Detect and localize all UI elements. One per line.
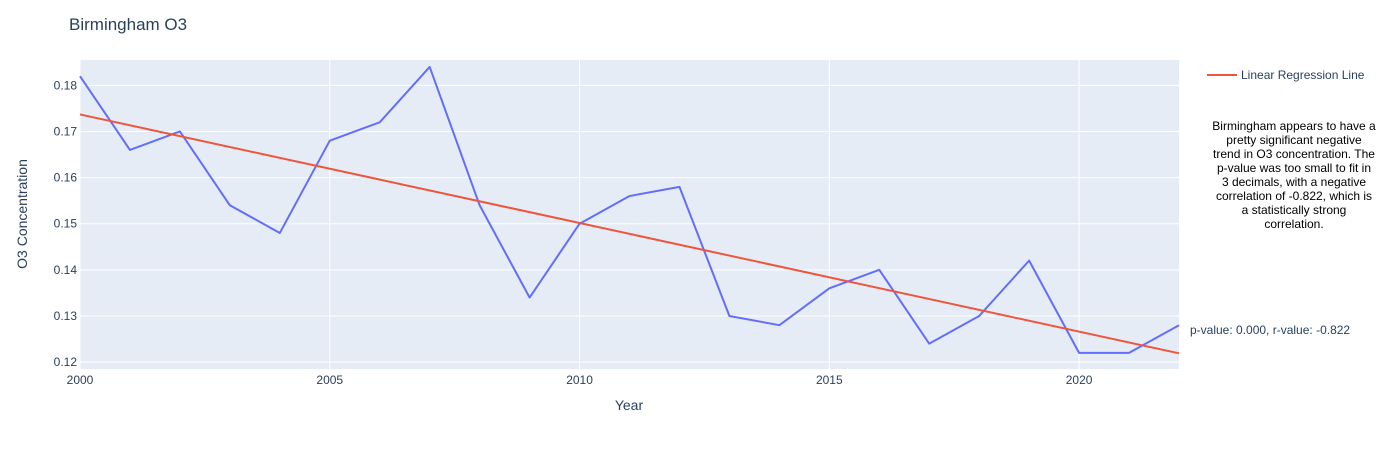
x-axis-ticks: 2000 2005 2010 2015 2020 — [67, 373, 1093, 387]
series-layer — [77, 64, 1182, 356]
series-line[interactable] — [79, 113, 1180, 355]
data-point[interactable] — [427, 64, 433, 70]
data-point[interactable] — [776, 322, 782, 328]
data-point[interactable] — [1126, 350, 1132, 356]
data-point[interactable] — [826, 285, 832, 291]
data-point[interactable] — [1026, 258, 1032, 264]
y-tick-label: 0.12 — [54, 355, 78, 369]
x-tick-label: 2020 — [1066, 373, 1093, 387]
data-point[interactable] — [1176, 350, 1182, 356]
y-axis-ticks: 0.12 0.13 0.14 0.15 0.16 0.17 0.18 — [54, 78, 78, 369]
data-point[interactable] — [377, 119, 383, 125]
data-point[interactable] — [477, 202, 483, 208]
data-point[interactable] — [277, 230, 283, 236]
data-point[interactable] — [676, 184, 682, 190]
series-line[interactable] — [79, 65, 1180, 354]
note-annotation: Birmingham appears to have a pretty sign… — [1212, 119, 1376, 231]
legend-label: Linear Regression Line — [1241, 68, 1365, 82]
data-point[interactable] — [627, 193, 633, 199]
x-axis-title: Year — [615, 397, 644, 413]
series-o3[interactable] — [77, 64, 1182, 356]
x-tick-label: 2010 — [566, 373, 593, 387]
data-point[interactable] — [77, 111, 83, 117]
data-point[interactable] — [77, 73, 83, 79]
y-axis-title: O3 Concentration — [14, 159, 30, 269]
data-point[interactable] — [327, 138, 333, 144]
y-tick-label: 0.14 — [54, 263, 78, 277]
data-point[interactable] — [726, 313, 732, 319]
data-point[interactable] — [127, 147, 133, 153]
data-point[interactable] — [1176, 322, 1182, 328]
x-tick-label: 2000 — [67, 373, 94, 387]
y-tick-label: 0.15 — [54, 217, 78, 231]
data-point[interactable] — [926, 341, 932, 347]
legend-item[interactable]: Linear Regression Line — [1207, 68, 1365, 82]
x-tick-label: 2015 — [816, 373, 843, 387]
y-tick-label: 0.17 — [54, 124, 78, 138]
legend[interactable]: Linear Regression Line — [1207, 68, 1365, 82]
y-tick-label: 0.13 — [54, 309, 78, 323]
data-point[interactable] — [976, 313, 982, 319]
y-tick-label: 0.18 — [54, 78, 78, 92]
y-tick-label: 0.16 — [54, 171, 78, 185]
plot-area — [80, 60, 1179, 369]
data-point[interactable] — [527, 295, 533, 301]
series-linear-regression-line[interactable] — [77, 111, 1182, 356]
stats-annotation: p-value: 0.000, r-value: -0.822 — [1190, 323, 1350, 337]
data-point[interactable] — [177, 128, 183, 134]
x-tick-label: 2005 — [316, 373, 343, 387]
chart-title: Birmingham O3 — [69, 15, 187, 34]
data-point[interactable] — [1076, 350, 1082, 356]
data-point[interactable] — [227, 202, 233, 208]
data-point[interactable] — [876, 267, 882, 273]
